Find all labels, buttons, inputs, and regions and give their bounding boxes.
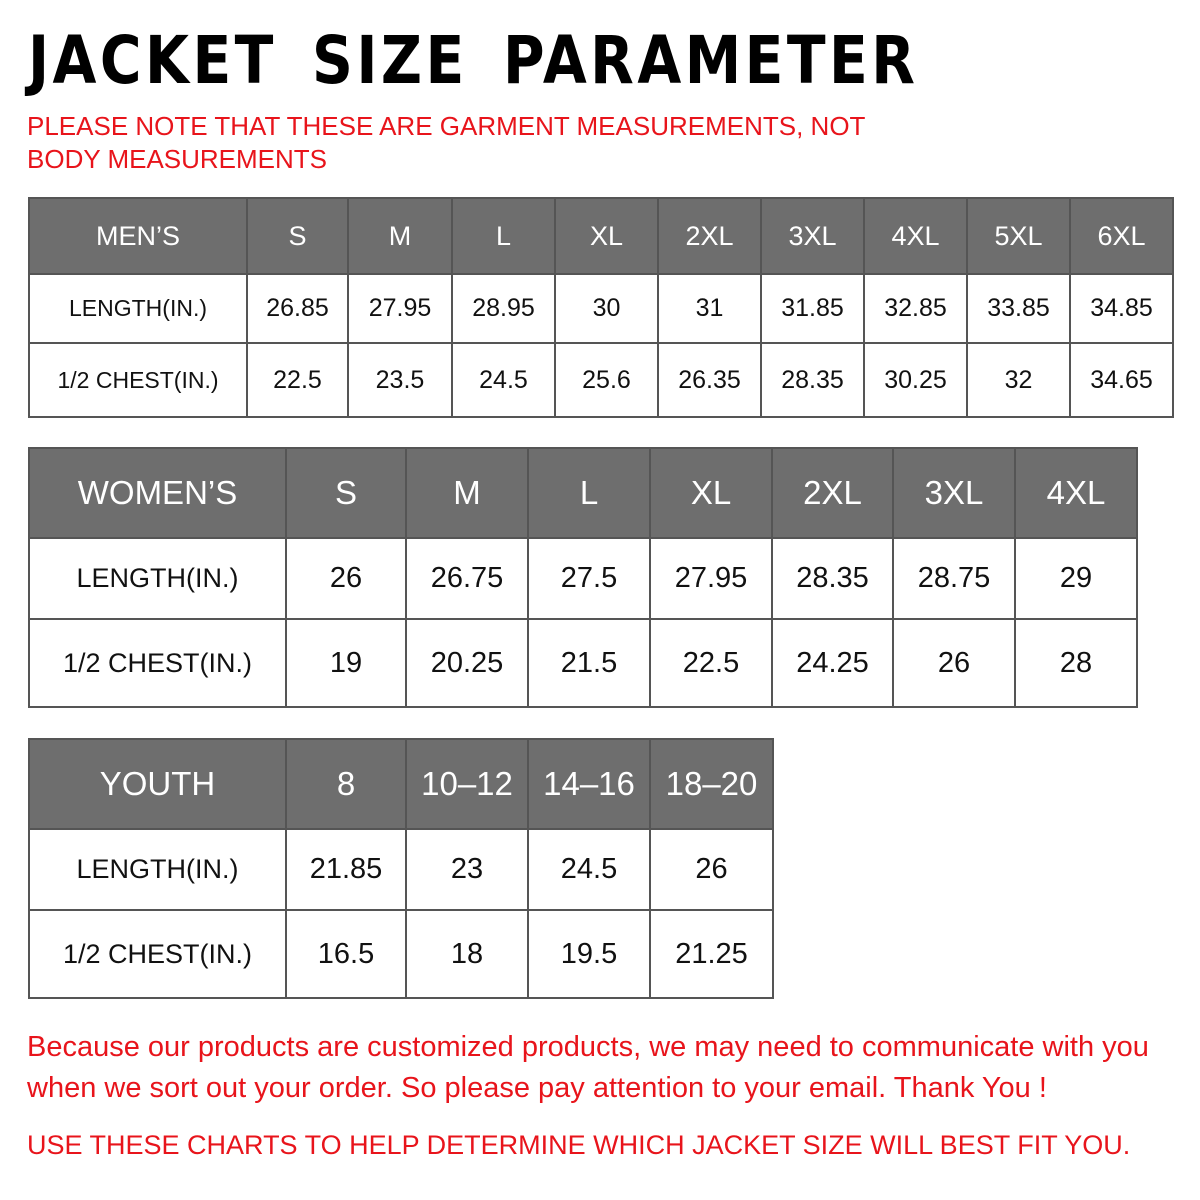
footer-note: USE THESE CHARTS TO HELP DETERMINE WHICH…: [27, 1130, 1131, 1160]
measurement-cell: 28.35: [771, 537, 894, 620]
measurement-cell: 27.5: [527, 537, 651, 620]
measurement-cell: 21.25: [649, 909, 774, 999]
row-label: 1/2 CHEST(IN.): [28, 342, 248, 418]
measurement-cell: 32: [966, 342, 1071, 418]
measurement-cell: 21.85: [285, 828, 407, 911]
size-header: 3XL: [760, 197, 865, 275]
measurement-cell: 26.85: [246, 273, 349, 344]
size-header: L: [451, 197, 556, 275]
size-header: XL: [649, 447, 773, 539]
measurement-cell: 30.25: [863, 342, 968, 418]
measurement-cell: 26.75: [405, 537, 529, 620]
row-label: LENGTH(IN.): [28, 273, 248, 344]
measurement-cell: 23: [405, 828, 529, 911]
measurement-cell: 28.95: [451, 273, 556, 344]
measurement-cell: 23.5: [347, 342, 453, 418]
measurement-cell: 19.5: [527, 909, 651, 999]
measurement-cell: 27.95: [649, 537, 773, 620]
measurement-cell: 25.6: [554, 342, 659, 418]
category-header: WOMEN’S: [28, 447, 287, 539]
size-header: 4XL: [1014, 447, 1138, 539]
size-header: 6XL: [1069, 197, 1174, 275]
table-row: 1/2 CHEST(IN.) 22.5 23.5 24.5 25.6 26.35 28.35…: [28, 342, 1174, 418]
size-header: 10–12: [405, 738, 529, 830]
womens-size-table: WOMEN’S S M L XL 2XL 3XL 4XL LENGTH(IN.) 26 26.75 2…: [28, 447, 1138, 708]
youth-size-table: YOUTH 8 10–12 14–16 18–20 LENGTH(IN.) 21.85 23 2…: [28, 738, 774, 999]
size-header: 2XL: [771, 447, 894, 539]
table-row: LENGTH(IN.) 26 26.75 27.5 27.95 28.35 28.75 29: [28, 537, 1138, 620]
measurement-cell: 27.95: [347, 273, 453, 344]
measurement-cell: 31: [657, 273, 762, 344]
measurement-cell: 30: [554, 273, 659, 344]
measurement-cell: 34.65: [1069, 342, 1174, 418]
row-label: 1/2 CHEST(IN.): [28, 909, 287, 999]
measurement-cell: 16.5: [285, 909, 407, 999]
size-header: L: [527, 447, 651, 539]
measurement-cell: 24.25: [771, 618, 894, 708]
measurement-cell: 26.35: [657, 342, 762, 418]
measurement-cell: 33.85: [966, 273, 1071, 344]
category-header: YOUTH: [28, 738, 287, 830]
mens-size-table: MEN’S S M L XL 2XL 3XL 4XL 5XL 6XL LENGTH(IN.) 26.8…: [28, 197, 1174, 418]
header-row: WOMEN’S S M L XL 2XL 3XL 4XL: [28, 447, 1138, 539]
measurement-cell: 22.5: [649, 618, 773, 708]
measurement-cell: 32.85: [863, 273, 968, 344]
size-header: 3XL: [892, 447, 1016, 539]
measurement-cell: 22.5: [246, 342, 349, 418]
measurement-cell: 29: [1014, 537, 1138, 620]
size-header: 14–16: [527, 738, 651, 830]
size-header: M: [405, 447, 529, 539]
measurement-cell: 26: [892, 618, 1016, 708]
row-label: LENGTH(IN.): [28, 828, 287, 911]
measurement-cell: 19: [285, 618, 407, 708]
row-label: LENGTH(IN.): [28, 537, 287, 620]
size-header: XL: [554, 197, 659, 275]
size-header: S: [246, 197, 349, 275]
size-header: M: [347, 197, 453, 275]
category-header: MEN’S: [28, 197, 248, 275]
size-header: 2XL: [657, 197, 762, 275]
table-row: 1/2 CHEST(IN.) 16.5 18 19.5 21.25: [28, 909, 774, 999]
measurement-note: PLEASE NOTE THAT THESE ARE GARMENT MEASU…: [27, 111, 865, 174]
measurement-cell: 34.85: [1069, 273, 1174, 344]
page-title: JACKET SIZE PARAMETER: [28, 22, 919, 99]
measurement-cell: 18: [405, 909, 529, 999]
header-row: YOUTH 8 10–12 14–16 18–20: [28, 738, 774, 830]
size-header: 4XL: [863, 197, 968, 275]
size-header: S: [285, 447, 407, 539]
measurement-cell: 26: [285, 537, 407, 620]
custom-product-message: Because our products are customized prod…: [27, 1031, 1149, 1104]
measurement-cell: 28.75: [892, 537, 1016, 620]
measurement-cell: 24.5: [527, 828, 651, 911]
row-label: 1/2 CHEST(IN.): [28, 618, 287, 708]
table-row: LENGTH(IN.) 21.85 23 24.5 26: [28, 828, 774, 911]
measurement-cell: 24.5: [451, 342, 556, 418]
measurement-cell: 28.35: [760, 342, 865, 418]
size-header: 18–20: [649, 738, 774, 830]
size-header: 8: [285, 738, 407, 830]
measurement-cell: 28: [1014, 618, 1138, 708]
measurement-cell: 21.5: [527, 618, 651, 708]
measurement-cell: 20.25: [405, 618, 529, 708]
table-row: 1/2 CHEST(IN.) 19 20.25 21.5 22.5 24.25 26 28: [28, 618, 1138, 708]
size-header: 5XL: [966, 197, 1071, 275]
measurement-cell: 26: [649, 828, 774, 911]
measurement-cell: 31.85: [760, 273, 865, 344]
header-row: MEN’S S M L XL 2XL 3XL 4XL 5XL 6XL: [28, 197, 1174, 275]
table-row: LENGTH(IN.) 26.85 27.95 28.95 30 31 31.85 32.85…: [28, 273, 1174, 344]
